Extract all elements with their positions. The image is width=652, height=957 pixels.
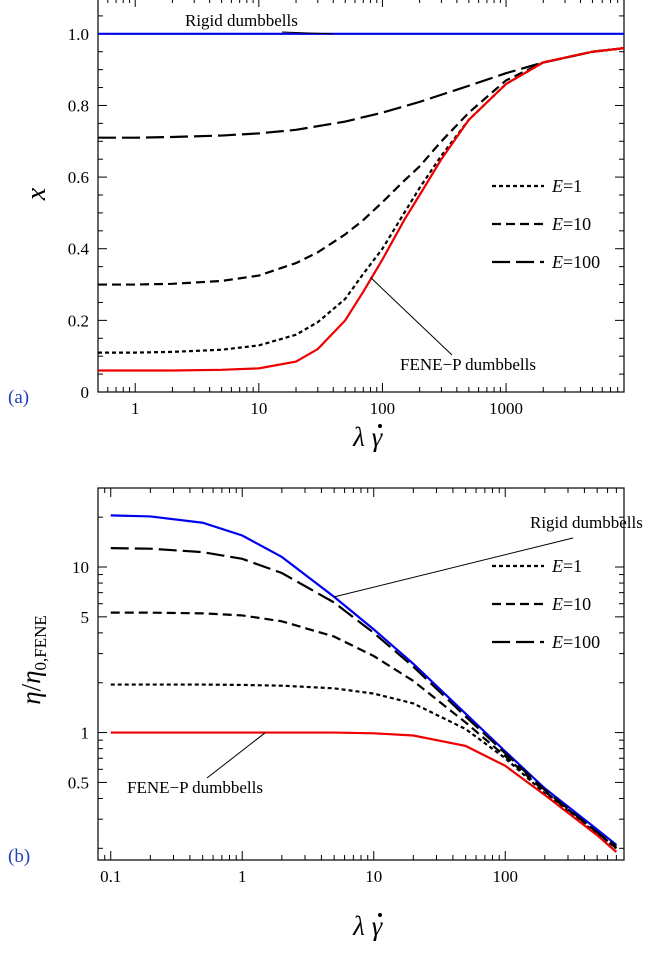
x-axis-label-gamma: γ — [372, 911, 384, 941]
x-tick-label: 10 — [365, 867, 382, 886]
y-axis-label: x — [21, 187, 52, 201]
series-line-e-10 — [110, 611, 618, 850]
legend-label: E=100 — [551, 252, 600, 272]
y-tick-label: 0.5 — [68, 773, 89, 792]
y-axis-label-part: η — [16, 691, 46, 704]
legend-label: E=100 — [551, 632, 600, 652]
series-line-rigid-dumbbells — [110, 514, 618, 846]
y-tick-label: 0.2 — [68, 311, 89, 330]
x-tick-label: 100 — [370, 399, 396, 418]
plot-frame — [97, 487, 625, 861]
annotation-leader — [206, 732, 266, 779]
x-axis-label-gamma: γ — [372, 422, 384, 452]
y-tick-label: 10 — [72, 558, 89, 577]
legend-label: E=1 — [551, 556, 582, 576]
annotation-label: FENE−P dumbbells — [127, 778, 263, 797]
series-line-e-1 — [110, 683, 618, 850]
legend-label: E=10 — [551, 594, 591, 614]
x-axis-label-lambda: λ — [352, 422, 365, 452]
y-tick-label: 1.0 — [68, 25, 89, 44]
plot-frame — [97, 0, 625, 393]
legend-label-val: =10 — [563, 594, 591, 614]
y-tick-label: 5 — [81, 608, 90, 627]
annotation-label: Rigid dumbbells — [530, 513, 643, 532]
y-tick-label: 0.6 — [68, 168, 89, 187]
y-tick-label: 0 — [81, 383, 90, 402]
series-line-e-100 — [98, 47, 624, 139]
series-line-fene-p-dumbbells — [110, 731, 618, 853]
x-axis-label-lambda: λ — [352, 911, 365, 941]
legend-label: E=1 — [551, 176, 582, 196]
x-tick-label: 100 — [492, 867, 518, 886]
x-axis-label-dot — [378, 913, 382, 917]
annotation-leader — [281, 31, 334, 35]
legend-label-var: E — [551, 632, 563, 652]
panel-label: (b) — [8, 846, 30, 867]
x-tick-label: 1 — [131, 399, 140, 418]
series-line-e-100 — [110, 547, 618, 848]
legend-label-var: E — [551, 556, 563, 576]
legend-label-val: =1 — [563, 556, 582, 576]
x-tick-label: 10 — [250, 399, 267, 418]
annotation-leader — [334, 537, 574, 598]
y-tick-label: 0.8 — [68, 96, 89, 115]
series-line-e-10 — [98, 47, 624, 286]
legend-label: E=10 — [551, 214, 591, 234]
x-tick-label: 1 — [238, 867, 247, 886]
panel-a: 1 10 100 100000.20.40.60.81.0E=1E=10E=100Ri… — [8, 0, 625, 452]
y-axis-label-part: 0,FENE — [31, 615, 50, 670]
y-tick-label: 1 — [81, 724, 90, 743]
legend-label-val: =100 — [563, 632, 600, 652]
series-line-e-1 — [98, 47, 624, 354]
annotation-label: Rigid dumbbells — [185, 11, 298, 30]
legend-label-val: =10 — [563, 214, 591, 234]
x-axis-label-dot — [378, 424, 382, 428]
legend-label-var: E — [551, 594, 563, 614]
y-axis-label-part: / — [16, 683, 46, 691]
legend-label-var: E — [551, 252, 563, 272]
x-tick-label: 0.1 — [100, 867, 121, 886]
x-tick-label: 1000 — [489, 399, 523, 418]
legend-label-val: =1 — [563, 176, 582, 196]
y-axis-label-part: η — [16, 670, 46, 683]
legend-label-var: E — [551, 176, 563, 196]
annotation-leader — [370, 277, 453, 356]
annotation-label: FENE−P dumbbells — [400, 355, 536, 374]
y-axis-label: η/η0,FENE — [16, 615, 50, 705]
y-tick-label: 0.4 — [68, 240, 90, 259]
legend-label-var: E — [551, 214, 563, 234]
series-line-fene-p-dumbbells — [98, 47, 624, 372]
legend-label-val: =100 — [563, 252, 600, 272]
panel-label: (a) — [8, 387, 29, 408]
